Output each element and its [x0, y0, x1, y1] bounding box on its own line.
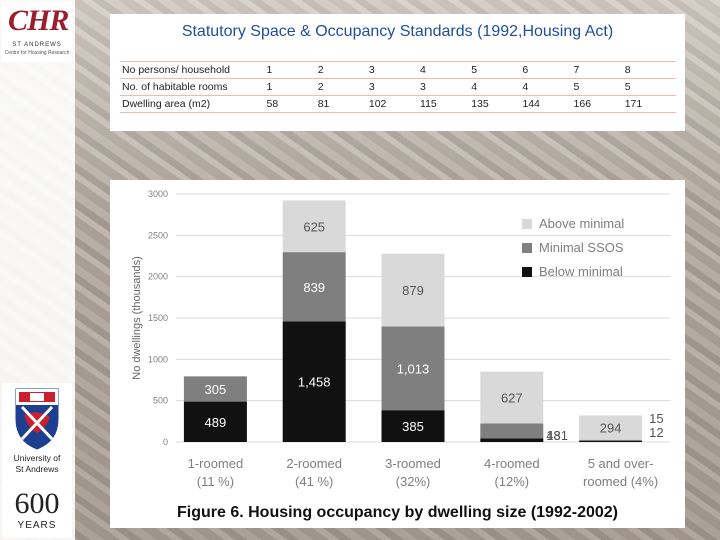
x-tick-label: 3-roomed [385, 456, 441, 471]
table-row: No. of habitable rooms 1 2 3 3 4 4 5 5 [120, 78, 676, 96]
bar-segment [282, 252, 346, 322]
y-tick-label: 500 [153, 396, 168, 406]
university-600: 600 [14, 487, 60, 520]
legend-swatch [522, 219, 532, 229]
y-tick-label: 2000 [148, 272, 168, 282]
legend-swatch [522, 267, 532, 277]
x-tick-label: 4-roomed [484, 456, 540, 471]
data-label: 294 [600, 421, 622, 436]
x-tick-share: (41 %) [295, 474, 333, 489]
standards-table-panel: Statutory Space & Occupancy Standards (1… [110, 14, 685, 131]
table-cell: 1 [266, 78, 318, 96]
university-crest-icon [15, 388, 59, 450]
bar-segment [381, 253, 445, 327]
legend-label: Below minimal [539, 264, 623, 279]
table-cell: 3 [420, 78, 472, 96]
standards-table: No persons/ household 1 2 3 4 5 6 7 8 No. of habi… [120, 61, 676, 113]
table-cell: 5 [573, 78, 625, 96]
data-label: 181 [546, 428, 568, 443]
table-cell: 81 [317, 95, 369, 113]
data-label: 627 [501, 391, 523, 406]
table-cell: 3 [368, 78, 421, 96]
table-cell: 1 [266, 61, 318, 79]
table-cell: 135 [471, 95, 523, 113]
table-row-label: No persons/ household [120, 61, 267, 79]
table-cell: 58 [266, 95, 318, 113]
data-label: 305 [205, 382, 227, 397]
data-label: 43 [546, 428, 560, 443]
y-tick-label: 2500 [148, 230, 168, 240]
table-row: No persons/ household 1 2 3 4 5 6 7 8 [120, 61, 676, 79]
table-cell: 2 [317, 78, 369, 96]
data-label: 385 [402, 419, 424, 434]
bar-segment [480, 438, 544, 442]
bar-segment [381, 326, 445, 411]
table-title: Statutory Space & Occupancy Standards (1… [181, 23, 614, 40]
table-cell: 2 [317, 61, 369, 79]
y-axis-label: No dwellings (thousands) [131, 256, 143, 380]
table-cell: 4 [522, 78, 574, 96]
x-tick-label: 1-roomed [188, 456, 244, 471]
bar-segment [282, 321, 346, 442]
x-tick-share: (12%) [494, 474, 529, 489]
bar-segment [480, 371, 544, 424]
caption-panel: Figure 6. Housing occupancy by dwelling … [110, 498, 685, 528]
table-row: Dwelling area (m2) 58 81 102 115 135 144 166 171 [120, 95, 676, 113]
data-label: 15 [649, 411, 663, 426]
table-cell: 166 [573, 95, 625, 113]
bar-segment [579, 415, 643, 440]
data-label: 625 [303, 219, 325, 234]
bar-segment [381, 410, 445, 442]
data-label: 839 [303, 280, 325, 295]
y-tick-label: 3000 [148, 189, 168, 199]
bar-segment [183, 401, 247, 442]
table-cell: 3 [368, 61, 421, 79]
table-cell: 5 [624, 78, 676, 96]
table-cell: 102 [368, 95, 421, 113]
bar-segment [579, 439, 643, 442]
table-cell: 115 [420, 95, 472, 113]
bar-segment [183, 376, 247, 402]
bar-segment [480, 423, 544, 439]
data-label: 1,013 [397, 361, 430, 376]
bar-segment [579, 441, 643, 442]
table-row-label: Dwelling area (m2) [120, 95, 267, 113]
university-logo: University of St Andrews 600 YEARS [2, 383, 72, 538]
figure-caption: Figure 6. Housing occupancy by dwelling … [176, 504, 618, 521]
x-tick-share: (32%) [396, 474, 431, 489]
chr-logo-text: CHR [8, 4, 69, 37]
chr-logo-tagline: Centre for Housing Research [4, 50, 70, 56]
legend-label: Minimal SSOS [539, 240, 624, 255]
table-cell: 4 [471, 78, 523, 96]
occupancy-bar-chart: 0 500 1000 1500 2000 2500 3000 No dwellings (th… [131, 189, 670, 489]
table-cell: 171 [624, 95, 676, 113]
table-cell: 6 [522, 61, 574, 79]
university-years: YEARS [17, 520, 57, 531]
y-tick-label: 1500 [148, 313, 168, 323]
x-tick-share: roomed (4%) [583, 474, 658, 489]
table-cell: 8 [624, 61, 676, 79]
table-row-label: No. of habitable rooms [120, 78, 267, 96]
x-tick-label: 2-roomed [286, 456, 342, 471]
data-label: 12 [649, 425, 663, 440]
university-name: University of St Andrews [13, 453, 61, 474]
x-tick-label: 5 and over- [588, 456, 654, 471]
y-tick-label: 0 [163, 437, 168, 447]
table-cell: 7 [573, 61, 625, 79]
chr-logo: CHR ST ANDREWS Centre for Housing Resear… [2, 2, 72, 62]
y-tick-label: 1000 [148, 354, 168, 364]
data-label: 489 [205, 415, 227, 430]
data-label: 1,458 [298, 375, 331, 390]
legend-swatch [522, 243, 532, 253]
legend-label: Above minimal [539, 216, 624, 231]
chart-panel: 0 500 1000 1500 2000 2500 3000 No dwellings (th… [110, 180, 685, 500]
chr-logo-subtitle: ST ANDREWS [12, 42, 62, 48]
table-cell: 4 [420, 61, 472, 79]
bar-segment [282, 200, 346, 253]
table-cell: 5 [471, 61, 523, 79]
x-tick-share: (11 %) [197, 474, 234, 489]
data-label: 879 [402, 283, 424, 298]
table-cell: 144 [522, 95, 574, 113]
